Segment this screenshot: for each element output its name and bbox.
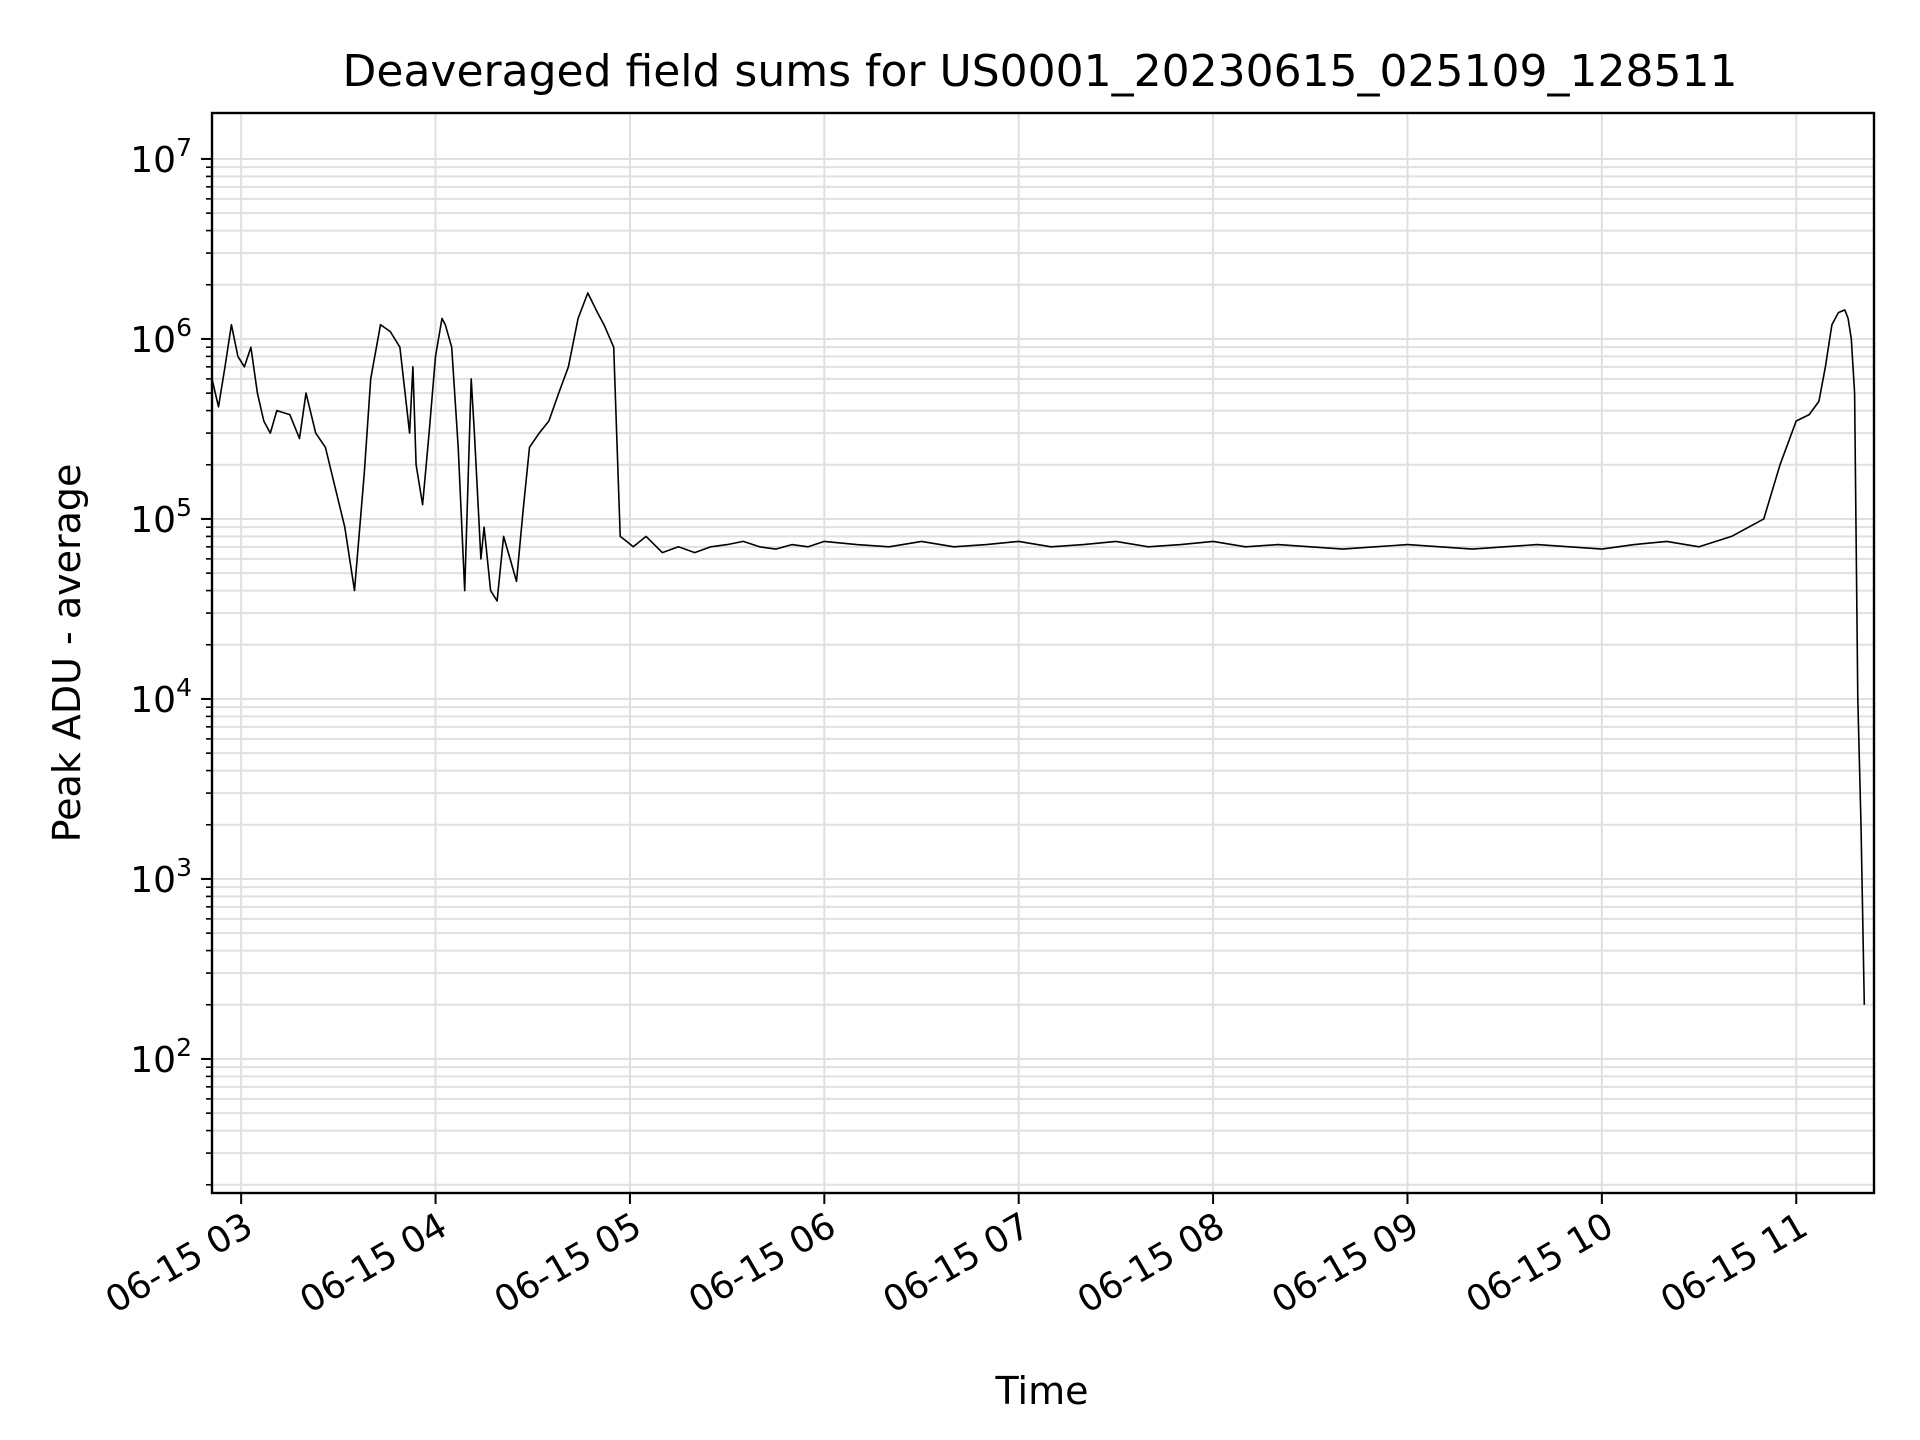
y-axis-label: Peak ADU - average	[45, 464, 89, 843]
chart-title: Deaveraged field sums for US0001_2023061…	[343, 46, 1738, 97]
y-tick-label: 104	[130, 673, 192, 721]
series-lines	[211, 292, 1866, 1005]
y-axis-ticks: 102 103 104 105 106 107	[130, 133, 212, 1186]
y-tick-label: 105	[130, 493, 192, 541]
y-tick-label: 103	[130, 853, 192, 901]
y-tick-label: 107	[130, 133, 192, 181]
series-line	[211, 292, 1866, 1005]
x-axis-label: Time	[995, 1369, 1089, 1413]
grid-lines	[212, 113, 1874, 1193]
plot-frame	[210, 111, 1876, 1195]
y-tick-label: 106	[130, 313, 192, 361]
y-tick-label: 102	[130, 1033, 192, 1081]
